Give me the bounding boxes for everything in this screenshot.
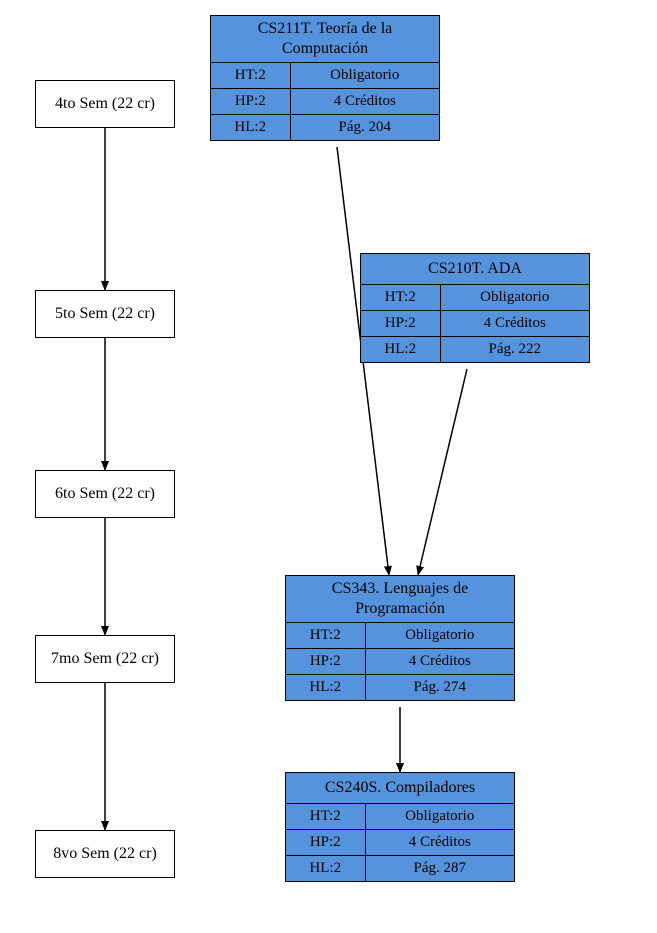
course-cell-left: HT:2 (285, 623, 366, 649)
course-cell-left: HP:2 (285, 649, 366, 675)
course-cell-right: Obligatorio (366, 804, 516, 830)
course-cell-left: HT:2 (360, 285, 441, 311)
course-row: HP:24 Créditos (360, 311, 590, 337)
course-cell-right: Obligatorio (291, 63, 441, 89)
course-cell-right: Pág. 287 (366, 856, 516, 882)
course-row: HL:2Pág. 287 (285, 856, 515, 882)
course-cell-right: Pág. 204 (291, 115, 441, 141)
course-cell-left: HL:2 (210, 115, 291, 141)
course-cell-left: HL:2 (360, 337, 441, 363)
semester-sem8: 8vo Sem (22 cr) (35, 830, 175, 878)
course-cs211t: CS211T. Teoría de la ComputaciónHT:2Obli… (210, 15, 440, 141)
course-cell-left: HT:2 (285, 804, 366, 830)
semester-sem4: 4to Sem (22 cr) (35, 80, 175, 128)
semester-label: 4to Sem (22 cr) (55, 95, 155, 113)
course-cell-right: 4 Créditos (441, 311, 591, 337)
course-cell-left: HP:2 (360, 311, 441, 337)
semester-label: 8vo Sem (22 cr) (53, 845, 157, 863)
course-row: HT:2Obligatorio (285, 623, 515, 649)
course-row: HT:2Obligatorio (360, 285, 590, 311)
course-cell-right: 4 Créditos (366, 830, 516, 856)
course-cell-left: HL:2 (285, 675, 366, 701)
course-row: HP:24 Créditos (285, 830, 515, 856)
course-cell-right: Obligatorio (441, 285, 591, 311)
course-title: CS210T. ADA (360, 253, 590, 285)
course-cell-right: 4 Créditos (291, 89, 441, 115)
course-cell-left: HT:2 (210, 63, 291, 89)
course-cell-right: Pág. 274 (366, 675, 516, 701)
course-row: HT:2Obligatorio (285, 804, 515, 830)
semester-label: 5to Sem (22 cr) (55, 305, 155, 323)
semester-sem5: 5to Sem (22 cr) (35, 290, 175, 338)
course-row: HP:24 Créditos (285, 649, 515, 675)
course-title: CS211T. Teoría de la Computación (210, 15, 440, 63)
course-row: HP:24 Créditos (210, 89, 440, 115)
edge-cs210t-to-cs343 (418, 369, 467, 575)
course-cell-right: Pág. 222 (441, 337, 591, 363)
course-row: HT:2Obligatorio (210, 63, 440, 89)
semester-label: 6to Sem (22 cr) (55, 485, 155, 503)
course-cell-right: 4 Créditos (366, 649, 516, 675)
course-title: CS343. Lenguajes de Programación (285, 575, 515, 623)
course-title: CS240S. Compiladores (285, 772, 515, 804)
course-cs240s: CS240S. CompiladoresHT:2ObligatorioHP:24… (285, 772, 515, 882)
course-cs210t: CS210T. ADAHT:2ObligatorioHP:24 Créditos… (360, 253, 590, 363)
semester-sem7: 7mo Sem (22 cr) (35, 635, 175, 683)
course-cs343: CS343. Lenguajes de ProgramaciónHT:2Obli… (285, 575, 515, 701)
semester-label: 7mo Sem (22 cr) (51, 650, 159, 668)
course-cell-left: HL:2 (285, 856, 366, 882)
semester-sem6: 6to Sem (22 cr) (35, 470, 175, 518)
course-cell-right: Obligatorio (366, 623, 516, 649)
course-row: HL:2Pág. 222 (360, 337, 590, 363)
course-cell-left: HP:2 (285, 830, 366, 856)
course-row: HL:2Pág. 204 (210, 115, 440, 141)
course-row: HL:2Pág. 274 (285, 675, 515, 701)
course-cell-left: HP:2 (210, 89, 291, 115)
